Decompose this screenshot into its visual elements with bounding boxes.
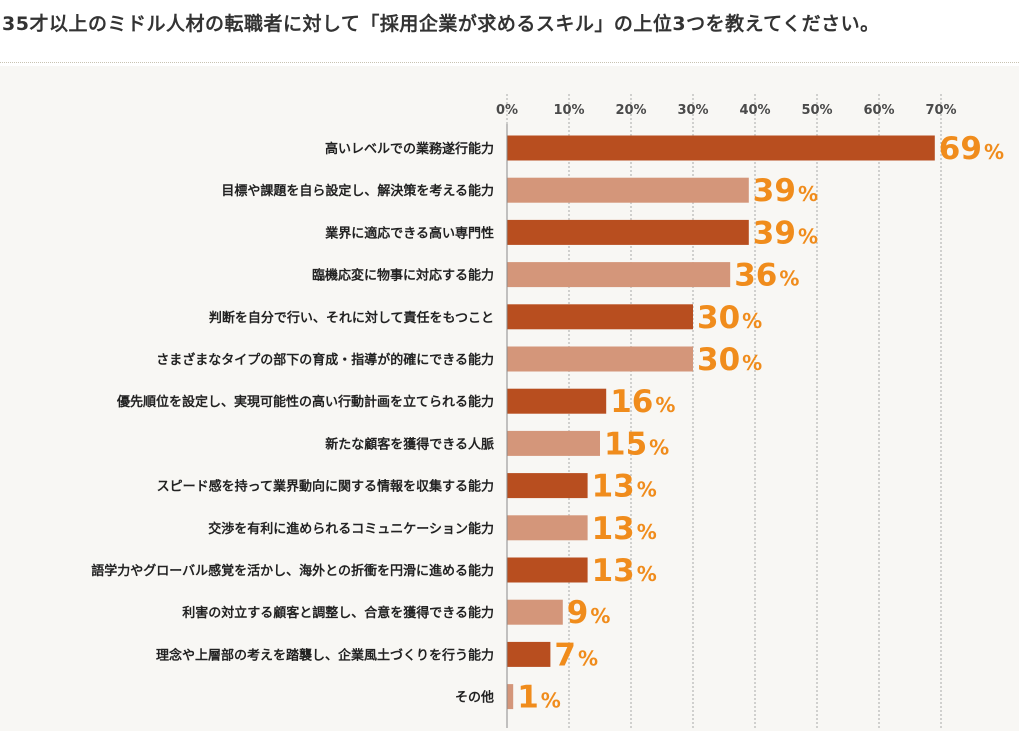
value-label: 1%: [517, 680, 561, 716]
bar: [507, 388, 607, 414]
value-label: 15%: [604, 426, 669, 462]
bar: [507, 684, 514, 710]
x-tick-label: 40%: [739, 103, 770, 118]
bar: [507, 641, 551, 667]
value-label: 13%: [592, 511, 657, 547]
bar: [507, 219, 749, 245]
x-tick-label: 70%: [925, 103, 956, 118]
bar: [507, 515, 588, 541]
category-label: 目標や課題を自ら設定し、解決策を考える能力: [221, 183, 494, 199]
bar: [507, 304, 693, 330]
value-label: 36%: [734, 258, 799, 294]
bar: [507, 177, 749, 203]
category-label: 理念や上層部の考えを踏襲し、企業風土づくりを行う能力: [156, 647, 494, 663]
bar: [507, 473, 588, 499]
category-label: その他: [455, 690, 494, 706]
bar: [507, 135, 935, 161]
value-label: 16%: [610, 384, 675, 420]
value-label: 30%: [697, 342, 762, 378]
value-label: 69%: [939, 131, 1004, 167]
category-label: さまざまなタイプの部下の育成・指導が的確にできる能力: [156, 352, 494, 368]
category-label: 業界に適応できる高い専門性: [324, 225, 494, 241]
x-tick-label: 0%: [496, 103, 518, 118]
x-tick-label: 20%: [615, 103, 646, 118]
category-label: 高いレベルでの業務遂行能力: [325, 141, 494, 157]
category-label: 臨機応変に物事に対応する能力: [312, 268, 494, 284]
x-tick-label: 60%: [863, 103, 894, 118]
value-label: 13%: [592, 469, 657, 505]
x-tick-label: 30%: [677, 103, 708, 118]
bar-chart: 0% 10% 20% 30% 40% 50% 60% 70% 高いレベルでの業務遂行能力 69 % 目…: [91, 94, 1004, 728]
value-label: 39%: [753, 173, 818, 209]
x-tick-label: 10%: [553, 103, 584, 118]
bar: [507, 599, 563, 625]
page-title: 35才以上のミドル人材の転職者に対して「採用企業が求めるスキル」の上位3つを教え…: [2, 13, 880, 35]
value-label: 30%: [697, 300, 762, 336]
bar: [507, 430, 600, 456]
value-label: 9%: [567, 595, 611, 631]
value-label: 39%: [753, 215, 818, 251]
category-label: 語学力やグローバル感覚を活かし、海外との折衝を円滑に進める能力: [91, 563, 494, 579]
value-label: 13%: [592, 553, 657, 589]
category-label: 交渉を有利に進められるコミュニケーション能力: [208, 521, 494, 537]
category-label: 判断を自分で行い、それに対して責任をもつこと: [209, 310, 494, 326]
title-separator: [0, 62, 1019, 63]
x-tick-label: 50%: [801, 103, 832, 118]
category-label: 新たな顧客を獲得できる人脈: [325, 436, 494, 452]
category-label: スピード感を持って業界動向に関する情報を収集する能力: [157, 479, 494, 495]
value-label: 7%: [554, 637, 598, 673]
bar: [507, 262, 731, 288]
bar: [507, 346, 693, 372]
bar: [507, 557, 588, 583]
category-label: 優先順位を設定し、実現可能性の高い行動計画を立てられる能力: [116, 394, 494, 410]
category-label: 利害の対立する顧客と調整し、合意を獲得できる能力: [182, 605, 494, 621]
chart-panel: 0% 10% 20% 30% 40% 50% 60% 70% 高いレベルでの業務遂行能力 69% 目…: [0, 66, 1019, 731]
